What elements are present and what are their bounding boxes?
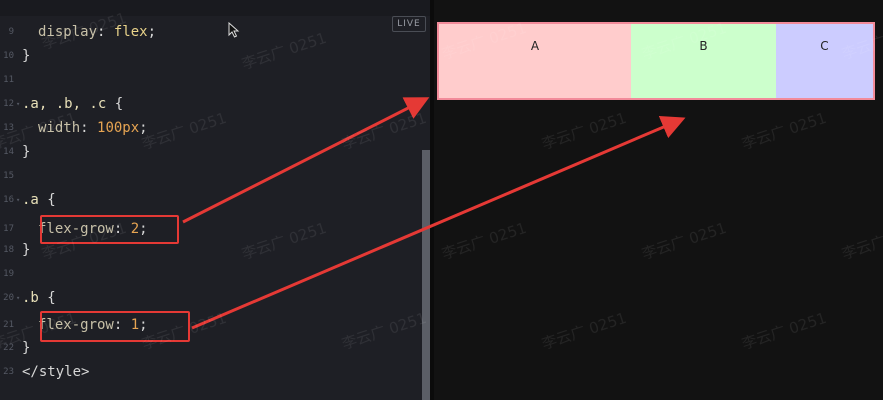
code-token: width — [38, 120, 81, 136]
code-token: : — [113, 317, 131, 333]
code-line[interactable]: 11 — [0, 68, 420, 92]
line-number: 16 — [3, 195, 14, 205]
live-badge[interactable]: LIVE — [392, 16, 426, 32]
flex-item-c: C — [776, 24, 873, 98]
flex-item-a: A — [439, 24, 631, 98]
line-number: 11 — [3, 75, 14, 85]
code-line[interactable]: 14} — [0, 140, 420, 164]
code-token: ; — [139, 317, 148, 333]
code-token: } — [22, 144, 31, 160]
code-token: } — [22, 242, 31, 258]
code-token: : — [80, 120, 98, 136]
code-line[interactable]: 21 flex-grow: 1; — [0, 313, 420, 337]
line-number: 9 — [8, 27, 14, 37]
code-token: .a, .b, .c — [22, 96, 115, 112]
code-token: } — [22, 340, 31, 356]
code-token: 1 — [130, 317, 140, 333]
code-token: ; — [147, 24, 157, 40]
code-text: flex-grow: 2; — [22, 217, 148, 241]
code-token: ; — [139, 120, 148, 136]
code-line[interactable]: 13 width: 100px; — [0, 116, 420, 140]
flex-container: A B C — [437, 22, 875, 100]
code-token: { — [47, 290, 56, 306]
code-text: display: flex; — [22, 20, 156, 44]
code-token: flex — [113, 24, 148, 40]
code-line[interactable]: 18} — [0, 238, 420, 262]
code-text: width: 100px; — [22, 116, 148, 140]
code-token: flex-grow — [38, 221, 114, 237]
line-number: 22 — [3, 343, 14, 353]
line-number: 12 — [3, 99, 14, 109]
line-number: 14 — [3, 147, 14, 157]
code-token: { — [114, 96, 124, 112]
code-token: ; — [139, 221, 148, 237]
code-text: .a, .b, .c { — [22, 92, 123, 116]
code-line[interactable]: 20 ▾ .b { — [0, 286, 420, 310]
flex-item-b: B — [631, 24, 776, 98]
fold-arrow-icon[interactable]: ▾ — [16, 100, 21, 108]
fold-arrow-icon[interactable]: ▾ — [16, 196, 21, 204]
code-token: display — [38, 24, 98, 40]
code-line[interactable]: 19 — [0, 262, 420, 286]
highlight-box-flex-grow-1 — [40, 311, 190, 342]
line-number: 10 — [3, 51, 14, 61]
code-line[interactable]: 12 ▾ .a, .b, .c { — [0, 92, 420, 116]
code-token: .b — [22, 290, 48, 306]
line-number: 21 — [3, 320, 14, 330]
line-number: 19 — [3, 269, 14, 279]
mouse-cursor-icon — [228, 22, 240, 38]
code-token: : — [97, 24, 114, 40]
code-text: } — [22, 44, 30, 68]
fold-arrow-icon[interactable]: ▾ — [16, 294, 21, 302]
code-token: 2 — [130, 221, 140, 237]
code-token: .a — [22, 192, 48, 208]
code-text: .b { — [22, 286, 56, 310]
line-number: 18 — [3, 245, 14, 255]
code-token: 100px — [97, 120, 140, 136]
code-text: } — [22, 336, 30, 360]
code-line[interactable]: 22} — [0, 336, 420, 360]
line-number: 15 — [3, 171, 14, 181]
code-line[interactable]: 9 display: flex; — [0, 20, 420, 44]
line-number: 13 — [3, 123, 14, 133]
live-preview-pane: A B C — [434, 0, 883, 400]
code-line[interactable]: 10} — [0, 44, 420, 68]
code-token: } — [22, 48, 31, 64]
code-line[interactable]: 23 </style> — [0, 360, 420, 384]
line-number: 23 — [3, 367, 14, 377]
code-text: .a { — [22, 188, 56, 212]
code-text: flex-grow: 1; — [22, 313, 148, 337]
line-number: 20 — [3, 293, 14, 303]
highlight-box-flex-grow-2 — [40, 215, 179, 244]
code-token: flex-grow — [38, 317, 114, 333]
code-token: </style> — [22, 364, 90, 380]
code-line[interactable]: 17 flex-grow: 2; — [0, 217, 420, 241]
code-token: : — [113, 221, 131, 237]
code-token: { — [47, 192, 56, 208]
code-line[interactable]: 15 — [0, 164, 420, 188]
code-text: } — [22, 238, 30, 262]
code-text: </style> — [22, 360, 89, 384]
code-line[interactable]: 16 ▾ .a { — [0, 188, 420, 212]
editor-top-bar — [0, 0, 432, 16]
line-number: 17 — [3, 224, 14, 234]
code-text: } — [22, 140, 30, 164]
